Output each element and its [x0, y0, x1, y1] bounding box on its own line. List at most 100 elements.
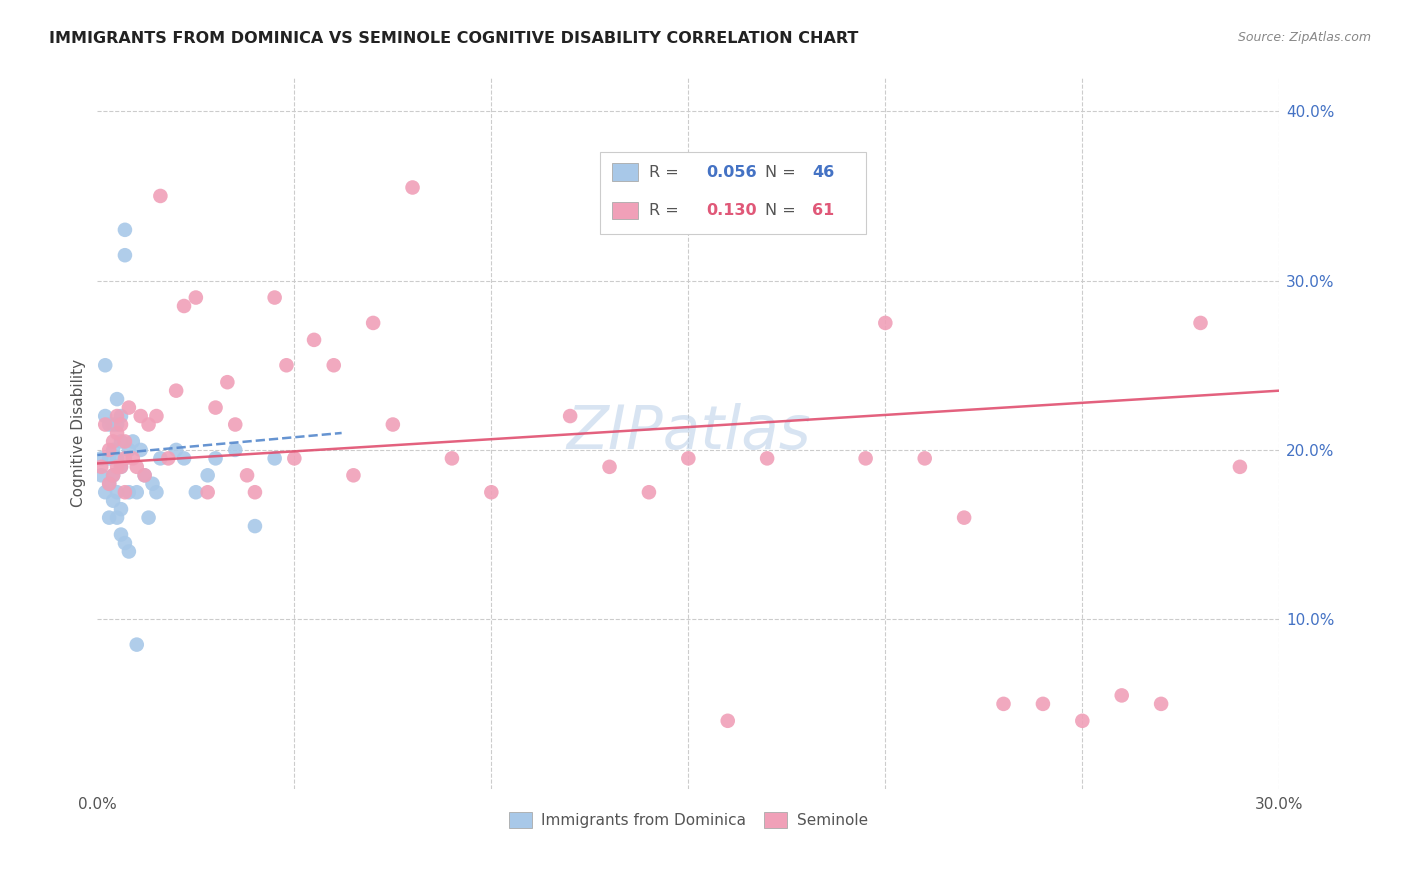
Point: [118, 485, 141, 500]
Point: [599, 459, 621, 474]
Point: [401, 180, 423, 194]
Point: [94, 417, 117, 432]
Point: [94, 485, 117, 500]
Point: [173, 451, 195, 466]
Point: [98, 510, 121, 524]
Point: [101, 468, 124, 483]
Text: Source: ZipAtlas.com: Source: ZipAtlas.com: [1237, 31, 1371, 45]
Point: [101, 493, 124, 508]
Point: [149, 451, 172, 466]
Point: [322, 358, 344, 372]
Point: [114, 434, 136, 449]
Point: [1189, 316, 1212, 330]
Point: [114, 485, 136, 500]
Point: [145, 409, 167, 423]
Point: [756, 451, 779, 466]
Point: [204, 401, 226, 415]
Point: [914, 451, 936, 466]
Point: [98, 476, 121, 491]
Point: [94, 409, 117, 423]
Point: [138, 510, 160, 524]
Point: [243, 485, 266, 500]
Point: [1032, 697, 1054, 711]
Point: [114, 451, 136, 466]
Point: [105, 392, 128, 406]
Point: [197, 468, 219, 483]
Text: 0.130: 0.130: [706, 202, 756, 218]
Text: 0.056: 0.056: [706, 164, 756, 179]
Point: [114, 223, 136, 237]
Point: [560, 409, 582, 423]
Point: [184, 485, 207, 500]
Point: [479, 485, 502, 500]
Point: [361, 316, 384, 330]
Point: [101, 468, 124, 483]
Legend: Immigrants from Dominica, Seminole: Immigrants from Dominica, Seminole: [503, 806, 873, 834]
Point: [98, 476, 121, 491]
Point: [243, 519, 266, 533]
Point: [90, 468, 112, 483]
Point: [283, 451, 305, 466]
Point: [125, 485, 148, 500]
Point: [855, 451, 877, 466]
Point: [125, 638, 148, 652]
Point: [302, 333, 325, 347]
Text: IMMIGRANTS FROM DOMINICA VS SEMINOLE COGNITIVE DISABILITY CORRELATION CHART: IMMIGRANTS FROM DOMINICA VS SEMINOLE COG…: [49, 31, 859, 46]
Point: [342, 468, 364, 483]
Point: [197, 485, 219, 500]
Point: [121, 451, 143, 466]
Point: [224, 417, 246, 432]
Point: [110, 409, 132, 423]
Point: [224, 442, 246, 457]
Point: [1111, 689, 1133, 703]
Point: [815, 155, 838, 169]
Point: [98, 451, 121, 466]
Point: [101, 434, 124, 449]
Text: 61: 61: [813, 202, 835, 218]
Point: [276, 358, 298, 372]
Text: R =: R =: [650, 164, 685, 179]
Point: [204, 451, 226, 466]
Point: [165, 442, 187, 457]
Point: [110, 459, 132, 474]
Point: [90, 459, 112, 474]
FancyBboxPatch shape: [612, 163, 637, 180]
Point: [110, 459, 132, 474]
Point: [110, 502, 132, 516]
Point: [90, 451, 112, 466]
Point: [381, 417, 404, 432]
Point: [875, 316, 897, 330]
Text: N =: N =: [765, 202, 801, 218]
Point: [105, 459, 128, 474]
Point: [993, 697, 1015, 711]
Point: [263, 291, 285, 305]
Point: [440, 451, 463, 466]
Point: [118, 442, 141, 457]
Point: [134, 468, 156, 483]
Point: [953, 510, 976, 524]
Text: R =: R =: [650, 202, 685, 218]
Point: [110, 527, 132, 541]
Point: [98, 417, 121, 432]
Y-axis label: Cognitive Disability: Cognitive Disability: [72, 359, 86, 507]
Point: [263, 451, 285, 466]
Point: [145, 485, 167, 500]
Point: [105, 451, 128, 466]
Point: [125, 459, 148, 474]
Point: [110, 434, 132, 449]
Point: [138, 417, 160, 432]
Point: [1229, 459, 1251, 474]
Point: [110, 417, 132, 432]
Point: [129, 409, 152, 423]
Point: [105, 485, 128, 500]
Point: [184, 291, 207, 305]
Point: [217, 375, 239, 389]
FancyBboxPatch shape: [600, 153, 866, 234]
FancyBboxPatch shape: [612, 202, 637, 219]
Point: [114, 536, 136, 550]
Point: [638, 485, 661, 500]
Text: N =: N =: [765, 164, 801, 179]
Point: [236, 468, 259, 483]
Point: [98, 442, 121, 457]
Point: [1150, 697, 1173, 711]
